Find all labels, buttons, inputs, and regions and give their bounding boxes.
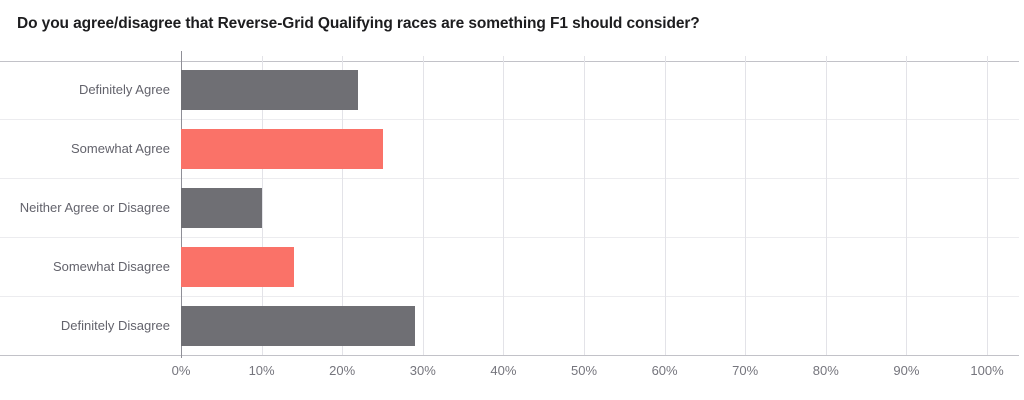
row-divider-line bbox=[0, 119, 1019, 121]
bar-somewhat-agree bbox=[181, 128, 383, 169]
x-tick-label-80-: 80% bbox=[812, 363, 839, 378]
grid-vline-100- bbox=[987, 56, 988, 355]
bar-definitely-agree bbox=[181, 69, 359, 110]
grid-vline-90- bbox=[906, 56, 908, 355]
grid-vline-30- bbox=[422, 56, 424, 355]
x-tick-label-70-: 70% bbox=[732, 363, 759, 378]
category-label-definitely-agree: Definitely Agree bbox=[78, 81, 170, 97]
x-tick-label-40-: 40% bbox=[490, 363, 517, 378]
category-label-somewhat-agree: Somewhat Agree bbox=[70, 140, 170, 156]
bar-definitely-disagree bbox=[181, 305, 415, 346]
grid-vline-60- bbox=[664, 56, 666, 355]
grid-vline-50- bbox=[584, 56, 585, 355]
category-label-definitely-disagree: Definitely Disagree bbox=[60, 317, 170, 333]
x-tick-label-10-: 10% bbox=[248, 363, 275, 378]
grid-vline-80- bbox=[825, 56, 827, 355]
x-tick-label-50-: 50% bbox=[570, 363, 598, 378]
x-axis-line bbox=[0, 355, 1019, 356]
grid-vline-40- bbox=[503, 56, 505, 355]
grid-vline-20- bbox=[342, 56, 344, 355]
x-tick-label-0-: 0% bbox=[171, 363, 191, 378]
x-tick-label-30-: 30% bbox=[409, 363, 436, 378]
chart-title: Do you agree/disagree that Reverse-Grid … bbox=[17, 15, 700, 32]
x-tick-label-100-: 100% bbox=[970, 363, 1004, 378]
row-divider-line bbox=[0, 178, 1019, 180]
x-tick-label-60-: 60% bbox=[651, 363, 678, 378]
x-tick-label-20-: 20% bbox=[329, 363, 356, 378]
row-divider-line bbox=[0, 237, 1019, 239]
category-label-neither-agree-or-disagree: Neither Agree or Disagree bbox=[19, 199, 170, 215]
bar-neither-agree-or-disagree bbox=[181, 187, 262, 228]
grid-vline-10- bbox=[261, 56, 263, 355]
x-tick-label-90-: 90% bbox=[893, 363, 920, 378]
category-label-somewhat-disagree: Somewhat Disagree bbox=[52, 258, 170, 274]
chart-top-frame-line bbox=[0, 60, 1019, 62]
grid-vline-70- bbox=[745, 56, 747, 355]
row-divider-line bbox=[0, 296, 1019, 298]
bar-somewhat-disagree bbox=[181, 246, 294, 287]
